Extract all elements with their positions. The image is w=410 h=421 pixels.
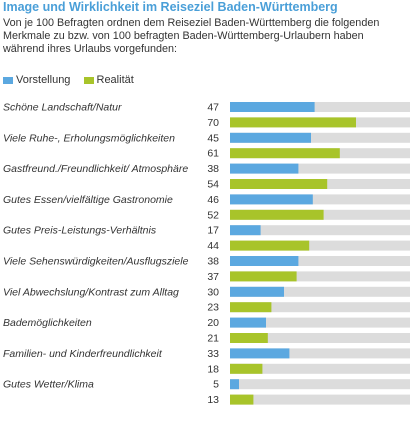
legend-swatch-realitaet — [83, 76, 94, 84]
category-label: Familien- und Kinderfreundlichkeit — [3, 348, 163, 360]
bar-realitaet — [230, 240, 310, 251]
bar-track — [230, 194, 410, 205]
bar-vorstellung — [230, 317, 266, 328]
value-label: 45 — [207, 132, 219, 144]
value-label: 61 — [207, 148, 219, 160]
category-label: Schöne Landschaft/Natur — [3, 102, 122, 114]
bar-vorstellung — [230, 194, 313, 205]
bar-vorstellung — [230, 132, 311, 143]
bar-track — [230, 225, 410, 236]
bar-track — [230, 240, 410, 251]
bar-realitaet — [230, 394, 254, 405]
bar-track — [230, 317, 410, 328]
bar-vorstellung — [230, 163, 299, 174]
value-label: 21 — [207, 333, 219, 345]
bar-realitaet — [230, 209, 324, 220]
value-label: 5 — [213, 379, 219, 391]
bar-track — [230, 271, 410, 282]
bar-realitaet — [230, 271, 297, 282]
bar-track — [230, 286, 410, 297]
value-label: 46 — [207, 194, 219, 206]
bar-vorstellung — [230, 348, 290, 359]
bar-vorstellung — [230, 256, 299, 266]
legend-item-vorstellung: Vorstellung — [3, 74, 70, 86]
chart-subtitle: Von je 100 Befragten ordnen dem Reisezie… — [3, 17, 380, 55]
value-label: 18 — [207, 363, 219, 375]
bar-track — [230, 132, 410, 143]
category-label: Viel Abwechslung/Kontrast zum Alltag — [3, 286, 179, 298]
value-label: 44 — [207, 240, 219, 252]
bar-track — [230, 394, 410, 405]
value-label: 54 — [207, 179, 219, 191]
value-label: 33 — [207, 348, 219, 360]
value-label: 20 — [207, 317, 219, 329]
category-label: Gutes Essen/vielfältige Gastronomie — [3, 194, 173, 206]
bar-realitaet — [230, 363, 263, 374]
value-label: 30 — [207, 286, 219, 298]
category-label: Bademöglichkeiten — [3, 317, 92, 329]
bar-track — [230, 333, 410, 343]
bar-vorstellung — [230, 379, 239, 390]
bar-track — [230, 256, 410, 266]
legend-swatch-vorstellung — [3, 76, 13, 84]
bar-track — [230, 363, 410, 374]
category-label: Gutes Wetter/Klima — [3, 379, 94, 391]
category-label: Gutes Preis-Leistungs-Verhältnis — [3, 225, 157, 237]
bar-track — [230, 348, 410, 359]
bar-vorstellung — [230, 102, 315, 112]
category-label: Viele Ruhe-, Erholungsmöglichkeiten — [3, 132, 175, 144]
legend-item-realitaet: Realität — [83, 74, 134, 86]
value-label: 38 — [207, 163, 219, 175]
bar-vorstellung — [230, 225, 261, 236]
bar-realitaet — [230, 179, 328, 189]
bar-realitaet — [230, 117, 356, 128]
bar-track — [230, 163, 410, 174]
bar-realitaet — [230, 302, 272, 313]
chart-title: Image und Wirklichkeit im Reiseziel Bade… — [3, 0, 338, 14]
value-label: 70 — [207, 117, 219, 129]
value-label: 47 — [207, 102, 219, 114]
value-label: 38 — [207, 256, 219, 268]
bar-track — [230, 302, 410, 313]
bar-realitaet — [230, 148, 340, 159]
value-label: 17 — [207, 225, 219, 237]
bar-vorstellung — [230, 286, 284, 297]
value-label: 23 — [207, 302, 219, 314]
category-label: Gastfreund./Freundlichkeit/ Atmosphäre — [3, 163, 188, 175]
category-label: Viele Sehenswürdigkeiten/Ausflugsziele — [3, 256, 189, 268]
value-label: 37 — [207, 271, 219, 283]
bar-track — [230, 379, 410, 390]
legend-label-vorstellung: Vorstellung — [16, 74, 71, 86]
legend: Vorstellung Realität — [3, 74, 144, 86]
value-label: 13 — [207, 394, 219, 406]
value-label: 52 — [207, 209, 219, 221]
bar-track — [230, 102, 410, 112]
bar-realitaet — [230, 333, 268, 343]
legend-label-realitaet: Realität — [96, 74, 134, 86]
